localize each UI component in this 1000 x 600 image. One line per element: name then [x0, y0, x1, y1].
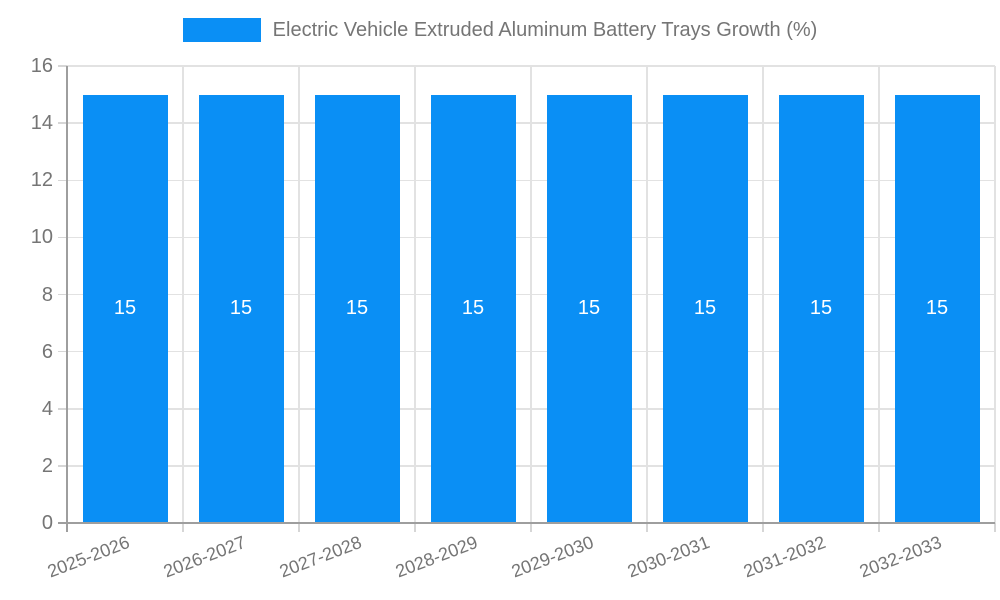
x-axis-tick-label: 2028-2029 — [392, 532, 481, 582]
y-axis-tick-label: 0 — [41, 512, 53, 534]
bar-value-label: 15 — [345, 297, 369, 320]
bar-value-label: 15 — [809, 297, 833, 320]
x-gridline — [530, 66, 532, 523]
x-axis-tick-label: 2027-2028 — [276, 532, 365, 582]
x-axis-tick — [994, 523, 996, 532]
x-axis-tick-label: 2031-2032 — [740, 532, 829, 582]
y-axis-tick-label: 10 — [30, 226, 53, 249]
y-axis-tick — [58, 179, 67, 181]
bar-value-label: 15 — [925, 297, 949, 320]
x-gridline — [414, 66, 416, 523]
x-gridline — [298, 66, 300, 523]
x-axis-tick — [646, 523, 648, 532]
x-axis-tick — [298, 523, 300, 532]
y-axis-tick-label: 6 — [41, 340, 53, 363]
x-axis-tick — [762, 523, 764, 532]
x-axis-tick — [182, 523, 184, 532]
y-axis-tick-label: 2 — [41, 454, 53, 477]
bar[interactable]: 15 — [778, 94, 864, 523]
x-axis-tick — [414, 523, 416, 532]
legend-swatch — [182, 18, 261, 42]
y-axis-tick — [58, 350, 67, 353]
y-axis-tick — [58, 293, 67, 296]
y-axis-tick-label: 16 — [30, 55, 53, 77]
y-axis-tick-label: 4 — [41, 397, 53, 420]
y-axis-tick — [58, 465, 67, 467]
bar-value-label: 15 — [577, 297, 601, 320]
y-axis-tick-label: 8 — [41, 283, 53, 306]
bar[interactable]: 15 — [198, 94, 284, 523]
chart-title: Electric Vehicle Extruded Aluminum Batte… — [272, 19, 818, 41]
x-axis-tick-label: 2026-2027 — [160, 532, 249, 582]
x-axis-tick-label: 2029-2030 — [508, 532, 597, 582]
x-axis-tick — [878, 523, 880, 532]
x-gridline — [182, 66, 184, 523]
x-gridline — [646, 66, 648, 523]
bar-value-label: 15 — [113, 297, 137, 320]
x-gridline — [762, 66, 764, 523]
bar[interactable]: 15 — [894, 94, 980, 523]
bar-value-label: 15 — [461, 297, 485, 320]
x-axis-tick-label: 2032-2033 — [856, 532, 945, 582]
bar[interactable]: 15 — [314, 94, 400, 523]
y-axis-tick-label: 12 — [30, 169, 53, 192]
x-axis-tick — [530, 523, 532, 532]
x-gridline — [878, 66, 880, 523]
y-axis-tick-label: 14 — [30, 112, 53, 135]
legend-item[interactable]: Electric Vehicle Extruded Aluminum Batte… — [182, 18, 818, 42]
bar-value-label: 15 — [693, 297, 717, 320]
bar[interactable]: 15 — [430, 94, 516, 523]
x-axis-line — [58, 522, 995, 524]
bar[interactable]: 15 — [546, 94, 632, 523]
legend: Electric Vehicle Extruded Aluminum Batte… — [0, 17, 1000, 43]
y-axis-tick — [58, 65, 67, 67]
bar[interactable]: 15 — [82, 94, 168, 523]
y-axis-tick — [58, 122, 67, 124]
y-axis-tick — [58, 236, 67, 239]
x-axis-tick-label: 2030-2031 — [624, 532, 713, 582]
x-axis-tick-label: 2025-2026 — [44, 532, 133, 582]
bar-value-label: 15 — [229, 297, 253, 320]
y-axis-tick — [58, 408, 67, 410]
y-axis-line — [66, 66, 68, 532]
bar[interactable]: 15 — [662, 94, 748, 523]
x-gridline — [994, 66, 996, 523]
